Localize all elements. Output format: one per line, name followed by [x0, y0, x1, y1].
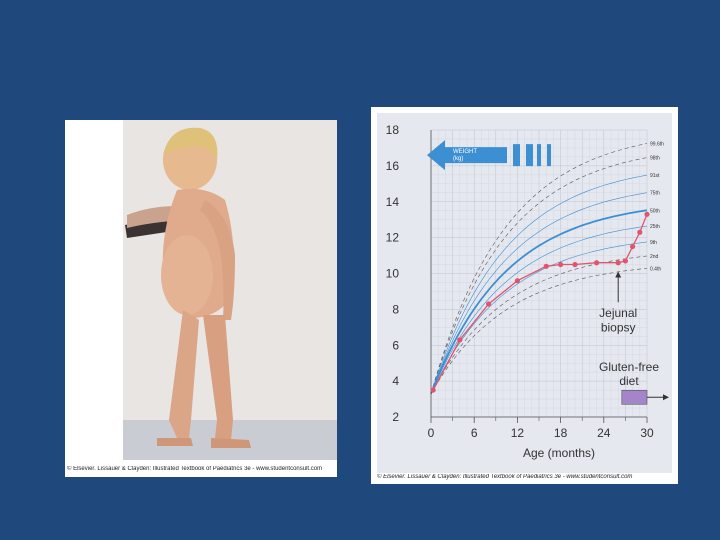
- weight-data-point: [457, 337, 463, 343]
- y-tick-label: 16: [386, 159, 400, 173]
- y-tick-label: 10: [386, 267, 400, 281]
- abdomen: [161, 235, 213, 315]
- x-tick-label: 18: [554, 426, 568, 440]
- centile-label: 75th: [650, 191, 660, 197]
- y-tick-label: 12: [386, 231, 400, 245]
- left-foot: [157, 438, 193, 446]
- weight-data-point: [558, 261, 564, 268]
- x-tick-label: 6: [471, 426, 478, 440]
- diet-label: diet: [619, 374, 639, 388]
- weight-data-point: [644, 211, 650, 217]
- weight-data-point: [615, 260, 621, 266]
- centile-curve: [430, 268, 648, 394]
- weight-arrow-label: WEIGHT (kg): [453, 149, 477, 162]
- y-tick-label: 6: [392, 338, 399, 352]
- jejunal-label: Jejunal: [599, 306, 637, 320]
- centile-curve: [430, 225, 648, 394]
- weight-data-point: [630, 243, 636, 250]
- arm: [200, 200, 235, 320]
- centile-curve: [430, 209, 648, 395]
- y-tick-label: 14: [386, 195, 400, 209]
- centile-label: 2nd: [650, 254, 659, 260]
- centile-label: 9th: [650, 240, 657, 246]
- left-leg: [169, 310, 199, 438]
- centile-curve: [430, 255, 648, 394]
- jejunal-arrow-head: [615, 271, 622, 278]
- jejunal-biopsy-annotation: Jejunal biopsy: [599, 271, 637, 334]
- weight-data-point: [430, 387, 436, 393]
- centile-curve: [430, 174, 648, 394]
- weight-data-point: [637, 229, 643, 235]
- x-tick-label: 24: [597, 426, 611, 440]
- gluten-free-diet-annotation: Gluten-free diet: [599, 360, 669, 405]
- weight-data-point: [622, 258, 628, 264]
- y-tick-label: 18: [386, 123, 400, 137]
- centile-label: 99.6th: [650, 141, 664, 147]
- annotation-layer: WEIGHT (kg) Jejunal biopsy Gluten-free di…: [427, 140, 669, 405]
- weight-arrow-dash: [547, 144, 551, 167]
- y-tick-label: 4: [392, 374, 399, 388]
- centile-label: 50th: [650, 208, 660, 214]
- x-axis-label: Age (months): [523, 446, 595, 460]
- centile-label: 91st: [650, 173, 660, 179]
- child-photo-illustration: [125, 127, 251, 448]
- gluten-free-diet-bar: [621, 389, 648, 405]
- chart-caption: © Elsevier. Lissauer & Clayden: Illustra…: [377, 474, 633, 480]
- x-tick-label: 30: [640, 426, 654, 440]
- hair: [163, 127, 218, 160]
- weight-data-point: [486, 301, 492, 307]
- series-layer: [430, 211, 650, 393]
- y-tick-label: 2: [392, 410, 399, 424]
- weight-arrow: WEIGHT (kg): [427, 140, 551, 171]
- y-tick-label: 8: [392, 302, 399, 316]
- weight-data-point: [514, 278, 520, 284]
- x-tick-label: 0: [428, 426, 435, 440]
- centile-label: 25th: [650, 224, 660, 230]
- centile-curve: [430, 157, 648, 394]
- photo-panel: © Elsevier. Lissauer & Clayden: Illustra…: [65, 120, 337, 477]
- right-foot: [211, 438, 251, 448]
- centile-layer: 99.6th 98th 91st 75th 50th 25th 9th 2nd 0.4th: [430, 141, 664, 395]
- weight-data-point: [543, 263, 549, 269]
- weight-arrow-dash: [537, 144, 541, 167]
- weight-arrow-dash: [526, 144, 533, 167]
- biopsy-label: biopsy: [601, 320, 636, 334]
- weight-data-point: [572, 261, 578, 268]
- weight-arrow-shape: [427, 140, 507, 171]
- weight-arrow-dash: [513, 144, 520, 167]
- x-tick-label: 12: [511, 426, 525, 440]
- centile-curve: [430, 143, 648, 394]
- right-leg: [203, 315, 233, 440]
- diet-arrow-head: [663, 394, 669, 401]
- centile-curve: [430, 241, 648, 394]
- weight-data-point: [594, 260, 600, 266]
- grid-layer: [430, 129, 648, 418]
- centile-curve: [430, 192, 648, 394]
- centile-label: 0.4th: [650, 266, 661, 272]
- centile-label: 98th: [650, 156, 660, 162]
- photo-caption: © Elsevier. Lissauer & Clayden: Illustra…: [67, 466, 323, 472]
- gluten-free-label: Gluten-free: [599, 360, 659, 374]
